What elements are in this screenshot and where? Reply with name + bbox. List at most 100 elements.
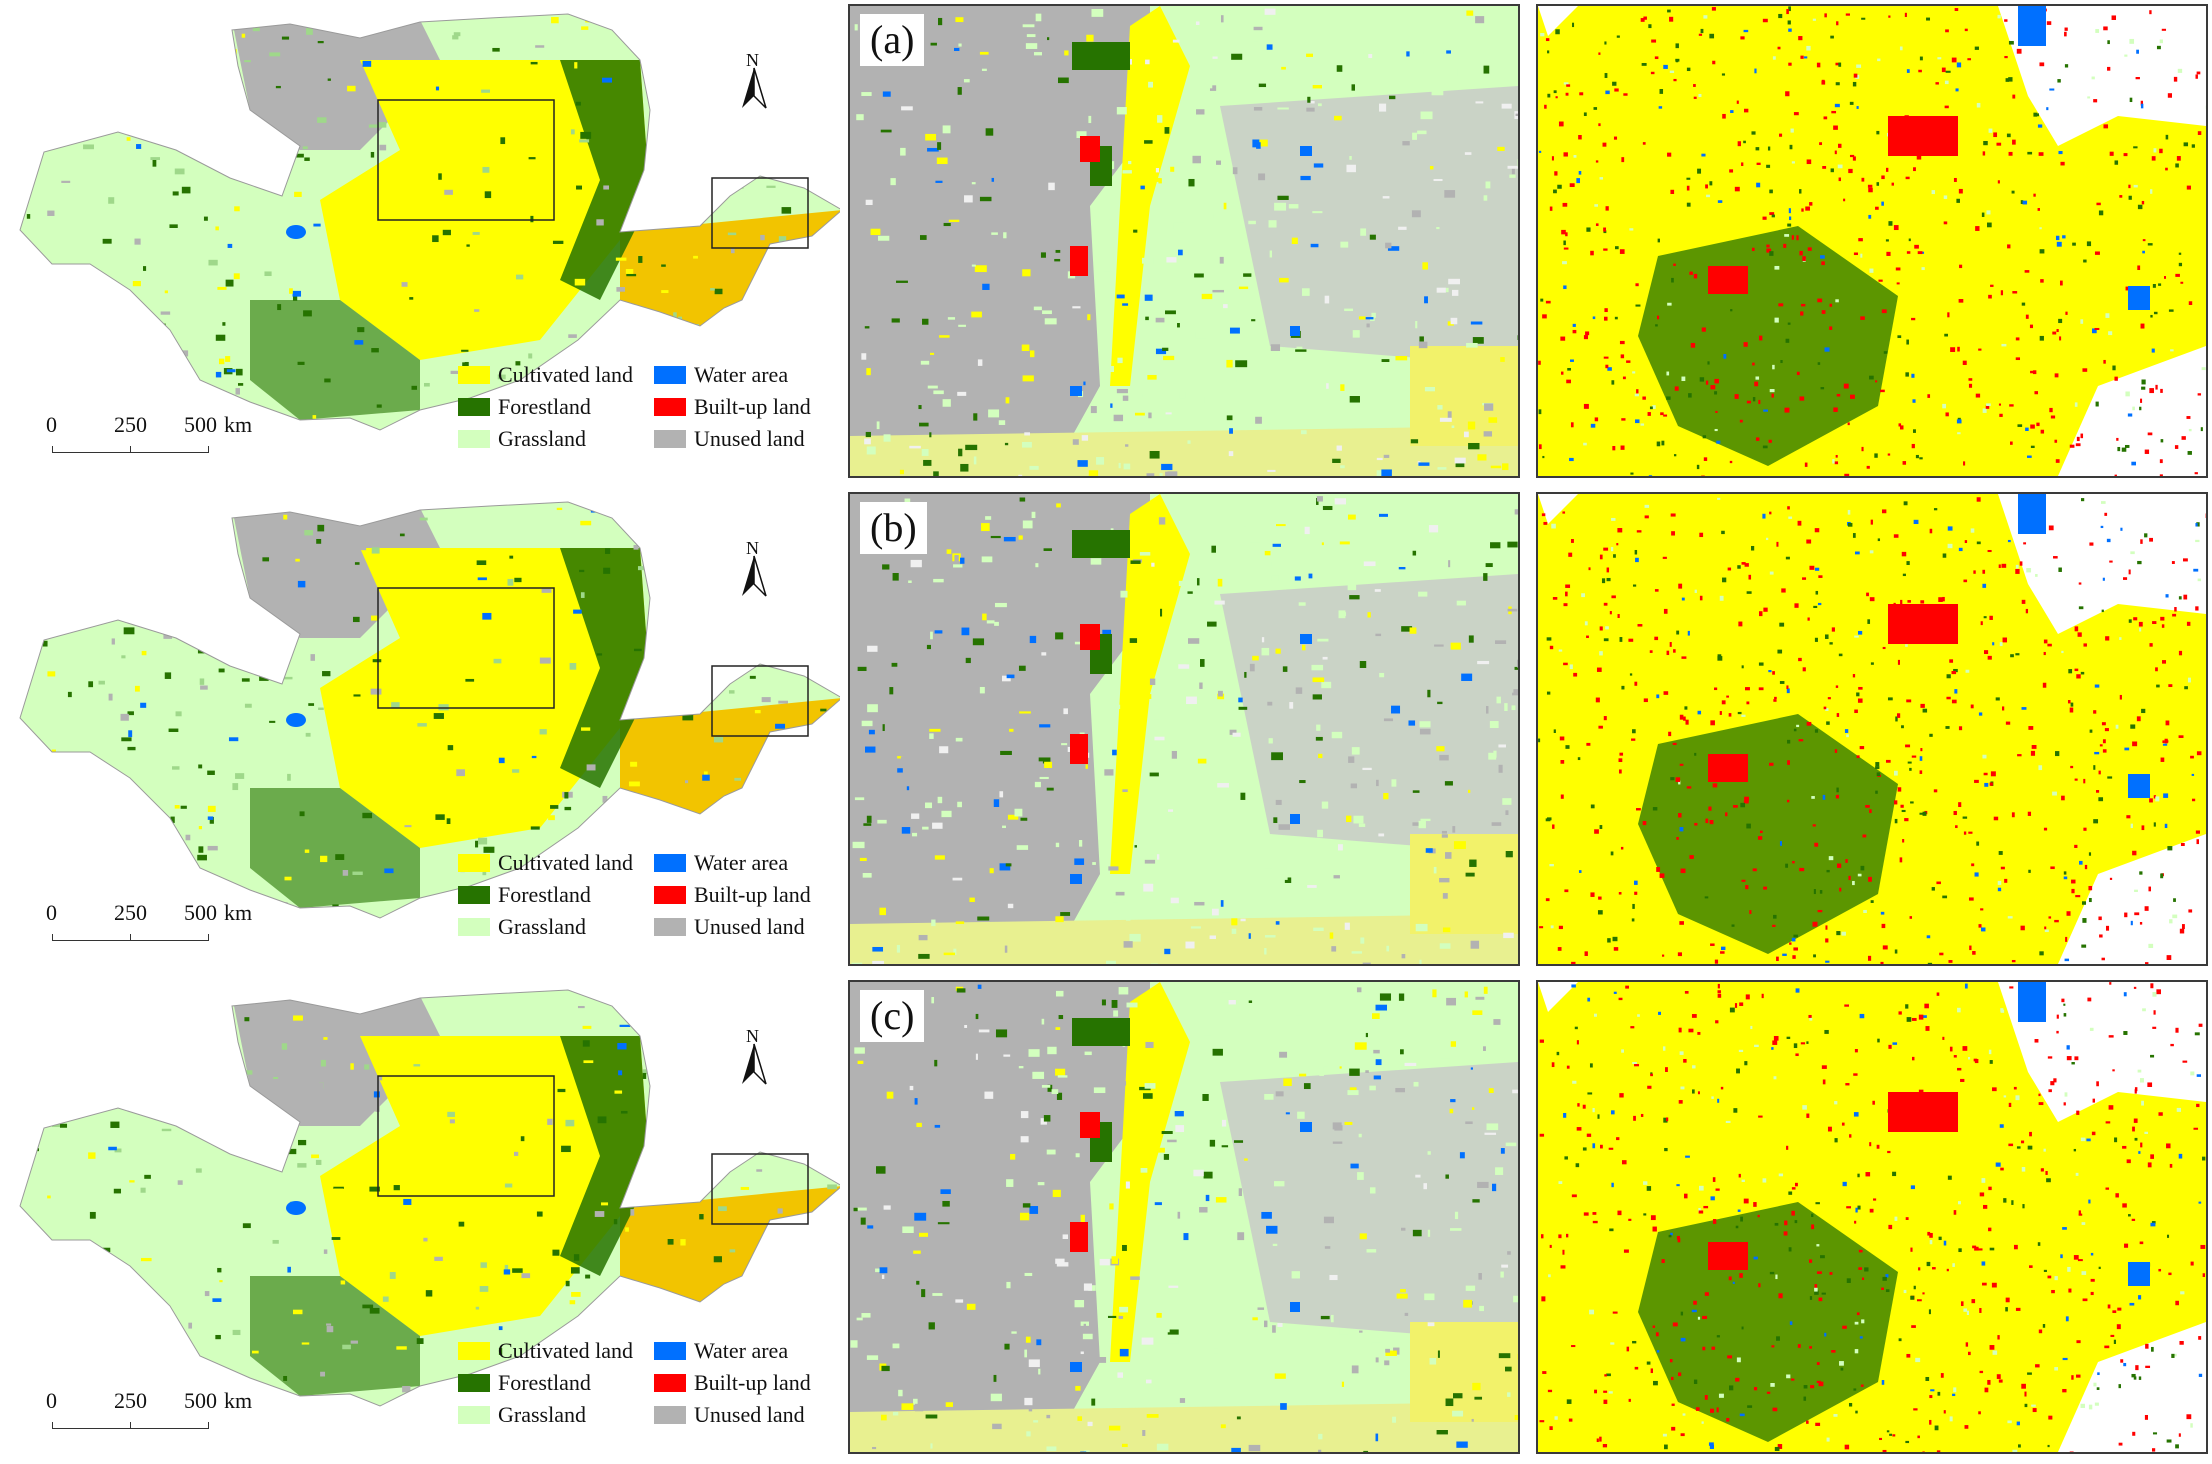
landcover-pixel (2169, 919, 2173, 924)
landcover-patch (896, 280, 908, 283)
landcover-patch (918, 953, 930, 959)
landcover-pixel (1875, 790, 1878, 794)
landcover-pixel (2178, 1153, 2183, 1159)
landcover-patch (1475, 16, 1485, 24)
landcover-pixel (1726, 695, 1729, 698)
landcover-patch (1112, 897, 1119, 903)
landcover-patch (1312, 211, 1323, 214)
zoom-map-east (1536, 492, 2208, 966)
landcover-patch (556, 507, 563, 511)
landcover-patch (536, 1211, 543, 1217)
landcover-patch (160, 360, 172, 366)
landcover-pixel (1663, 691, 1669, 695)
forest-south (250, 300, 420, 420)
landcover-pixel (1661, 440, 1665, 446)
landcover-patch (284, 876, 292, 881)
landcover-pixel (1654, 636, 1659, 641)
landcover-patch (879, 1267, 888, 1274)
landcover-patch (1018, 1066, 1024, 1069)
landcover-pixel (1736, 100, 1739, 104)
landcover-pixel (2120, 527, 2123, 531)
landcover-patch (1264, 8, 1276, 15)
landcover-patch (483, 846, 495, 853)
landcover-patch (1144, 294, 1153, 301)
landcover-patch (574, 62, 578, 69)
landcover-patch (858, 84, 870, 90)
landcover-pixel (1607, 367, 1612, 371)
landcover-patch (366, 432, 371, 436)
landcover-pixel (2029, 324, 2034, 329)
landcover-patch (206, 1073, 211, 1079)
landcover-pixel (1850, 394, 1855, 399)
landcover-patch (827, 609, 838, 617)
landcover-pixel (1709, 181, 1713, 186)
landcover-pixel (2081, 1222, 2086, 1225)
landcover-pixel (1897, 335, 1902, 339)
landcover-pixel (2197, 578, 2202, 582)
landcover-patch (1031, 511, 1036, 519)
landcover-pixel (1572, 323, 1576, 327)
landcover-patch (217, 1267, 222, 1273)
landcover-pixel (1899, 46, 1903, 51)
landcover-pixel (1774, 1222, 1779, 1226)
landcover-patch (550, 805, 559, 809)
landcover-patch (1468, 635, 1474, 643)
landcover-patch (370, 615, 379, 621)
landcover-patch (910, 559, 922, 568)
landcover-patch (1385, 1350, 1397, 1356)
landcover-patch (498, 1326, 503, 1331)
landcover-patch (1019, 711, 1031, 714)
landcover-pixel (1825, 938, 1829, 943)
landcover-pixel (2081, 1271, 2087, 1275)
water-body (2018, 982, 2046, 1022)
landcover-patch (1099, 1258, 1110, 1266)
landcover-pixel (2015, 337, 2020, 341)
landcover-pixel (1818, 1297, 1823, 1302)
landcover-pixel (1901, 809, 1906, 813)
landcover-patch (869, 1351, 882, 1359)
landcover-patch (1058, 1015, 1064, 1020)
landcover-patch (789, 1058, 798, 1062)
landcover-patch (1058, 1127, 1066, 1132)
landcover-pixel (2196, 839, 2199, 845)
landcover-pixel (1834, 461, 1839, 465)
landcover-pixel (1594, 1389, 1598, 1394)
landcover-pixel (1934, 1425, 1939, 1431)
landcover-patch (970, 606, 974, 611)
landcover-patch (1087, 314, 1091, 321)
landcover-pixel (1617, 528, 1623, 533)
landcover-pixel (1786, 799, 1790, 803)
legend-item-forest: Forestland (458, 1368, 591, 1398)
landcover-patch (33, 136, 42, 143)
landcover-patch (1003, 1054, 1011, 1057)
landcover-patch (786, 157, 795, 161)
landcover-pixel (1958, 188, 1963, 194)
landcover-pixel (1676, 1235, 1680, 1240)
landcover-patch (314, 1082, 324, 1090)
outside-area (1538, 6, 1578, 36)
landcover-patch (1022, 1203, 1031, 1208)
landcover-patch (111, 638, 115, 645)
landcover-pixel (1743, 140, 1746, 144)
landcover-pixel (2145, 1365, 2151, 1369)
landcover-pixel (1931, 887, 1935, 891)
landcover-patch (628, 781, 640, 787)
landcover-pixel (1818, 575, 1823, 578)
landcover-patch (1165, 310, 1176, 315)
landcover-patch (1155, 317, 1165, 323)
landcover-patch (561, 1145, 571, 1153)
landcover-patch (569, 662, 577, 670)
landcover-patch (21, 1307, 27, 1313)
landcover-patch (1450, 1228, 1462, 1231)
landcover-patch (1484, 403, 1494, 411)
landcover-pixel (2008, 40, 2014, 45)
landcover-pixel (1711, 1096, 1714, 1099)
landcover-patch (957, 87, 962, 95)
landcover-patch (1090, 406, 1097, 414)
landcover-pixel (1557, 184, 1562, 189)
landcover-patch (1467, 421, 1476, 430)
landcover-pixel (1750, 1025, 1753, 1030)
landcover-pixel (2082, 918, 2087, 923)
landcover-pixel (2039, 335, 2044, 341)
landcover-pixel (1667, 152, 1672, 157)
